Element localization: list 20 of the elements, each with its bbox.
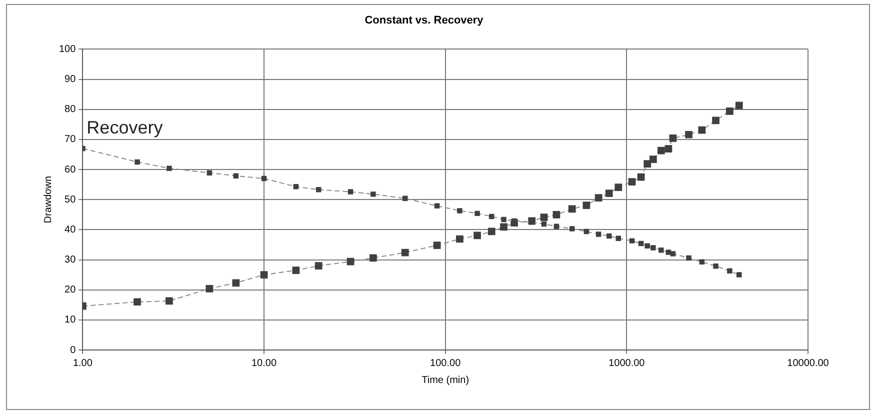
x-axis-title: Time (min) [422, 374, 470, 386]
y-tick-label: 50 [64, 194, 76, 206]
y-tick-label: 60 [64, 164, 76, 176]
series-label: Recovery [86, 117, 163, 138]
y-tick-label: 0 [70, 344, 76, 356]
x-tick-label: 1000.00 [608, 358, 646, 369]
y-tick-label: 40 [64, 224, 76, 236]
y-tick-label: 100 [58, 44, 76, 55]
x-tick-label: 10.00 [252, 358, 277, 369]
y-tick-label: 20 [64, 284, 76, 296]
y-tick-label: 90 [64, 74, 76, 86]
x-tick-label: 10000.00 [787, 358, 830, 369]
y-tick-label: 10 [64, 314, 76, 326]
x-tick-label: 100.00 [430, 358, 462, 369]
x-tick-label: 1.00 [72, 358, 93, 369]
y-tick-label: 30 [64, 254, 76, 266]
y-tick-label: 80 [64, 104, 76, 116]
chart-title: Constant vs. Recovery [364, 14, 484, 27]
y-tick-label: 70 [64, 134, 76, 146]
y-axis-title: Drawdown [42, 176, 54, 224]
